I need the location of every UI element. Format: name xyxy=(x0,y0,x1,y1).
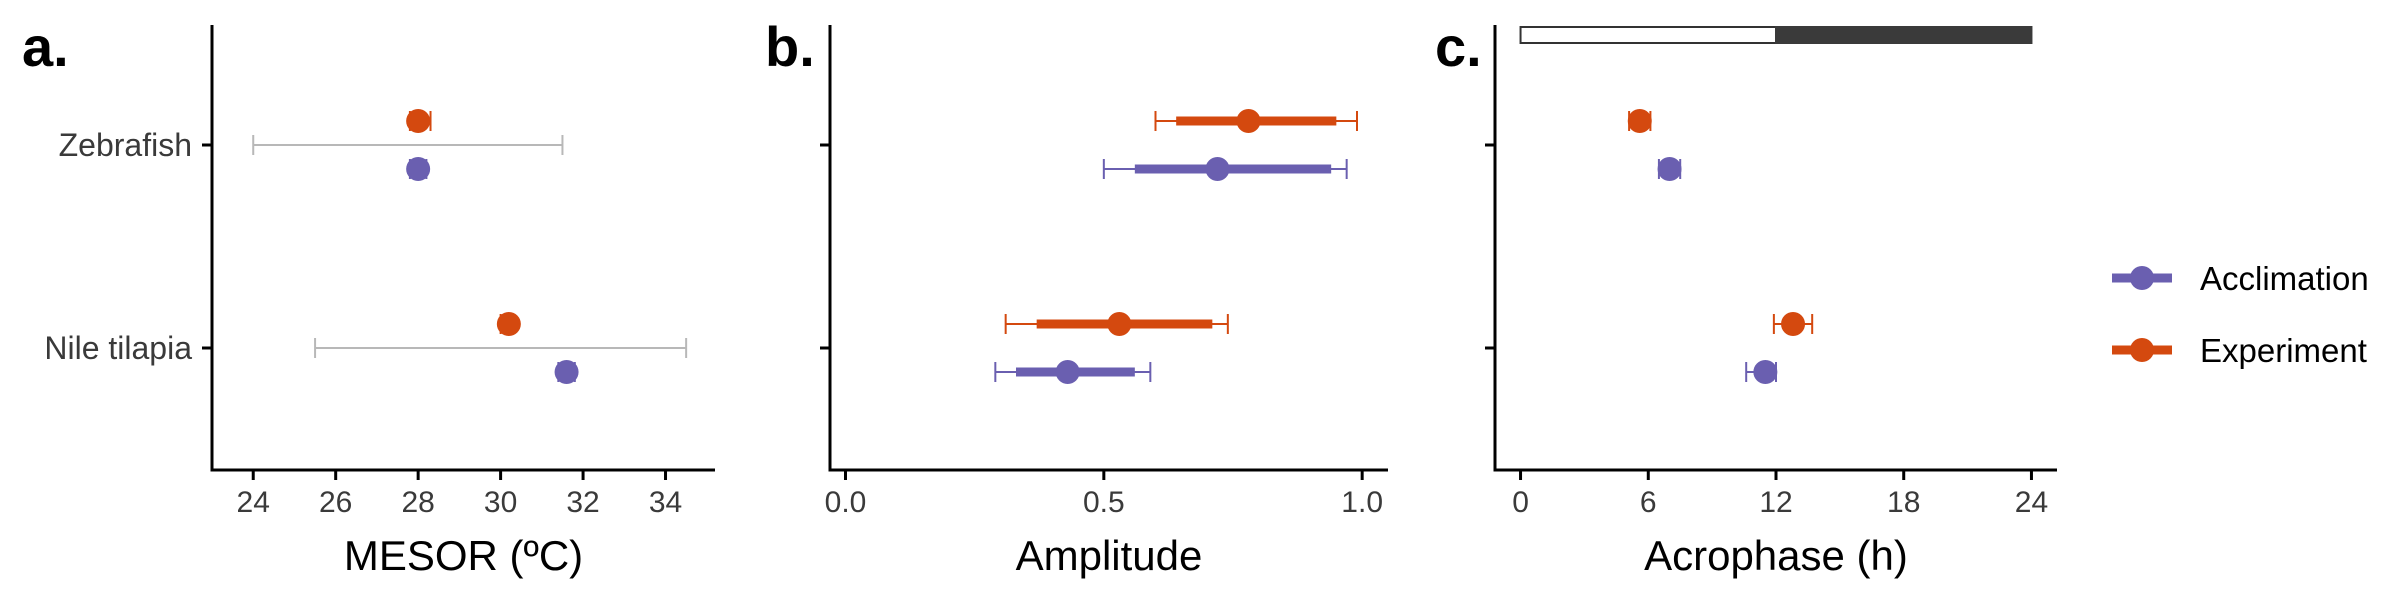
data-point xyxy=(1205,157,1230,181)
legend: Acclimation Experiment xyxy=(2112,260,2369,369)
panel-letter: a. xyxy=(22,15,69,78)
panel-letter: c. xyxy=(1435,15,1482,78)
legend-label: Experiment xyxy=(2200,332,2367,369)
data-point xyxy=(1781,312,1806,336)
x-axis-title: MESOR (ºC) xyxy=(344,532,583,579)
x-tick-label: 0.5 xyxy=(1083,486,1125,519)
data-point xyxy=(1236,109,1261,133)
x-axis-title: Amplitude xyxy=(1016,532,1203,579)
category-label: Zebrafish xyxy=(59,127,192,163)
x-tick-label: 0.0 xyxy=(825,486,867,519)
category-label: Nile tilapia xyxy=(44,330,192,366)
panel-letter: b. xyxy=(765,15,815,78)
data-point xyxy=(496,312,521,336)
legend-label: Acclimation xyxy=(2200,260,2369,297)
data-point xyxy=(1753,360,1778,384)
x-tick-label: 26 xyxy=(319,486,352,519)
x-tick-label: 1.0 xyxy=(1341,486,1383,519)
light-period-bar xyxy=(1519,26,1777,44)
data-point xyxy=(1107,312,1132,336)
legend-key-point xyxy=(2130,338,2154,362)
data-point xyxy=(554,360,579,384)
x-tick-label: 24 xyxy=(2015,486,2048,519)
data-point xyxy=(1055,360,1080,384)
x-tick-label: 28 xyxy=(401,486,434,519)
panel-a: a. Zebrafish Nile tilapia 24 26 28 30 32 34 MESOR… xyxy=(22,15,715,579)
x-tick-label: 30 xyxy=(484,486,517,519)
panel-b: b. 0.0 0.5 1.0 Amplitude xyxy=(765,15,1388,579)
panel-c: c. 0 6 12 18 24 Acrophase (h) xyxy=(1435,15,2057,579)
data-point xyxy=(406,157,431,181)
data-point xyxy=(1627,109,1652,133)
x-tick-label: 32 xyxy=(566,486,599,519)
x-tick-label: 6 xyxy=(1640,486,1657,519)
x-tick-label: 34 xyxy=(649,486,682,519)
x-tick-label: 12 xyxy=(1759,486,1792,519)
x-tick-label: 0 xyxy=(1512,486,1529,519)
data-point xyxy=(406,109,431,133)
dark-period-bar xyxy=(1775,26,2033,44)
x-axis-title: Acrophase (h) xyxy=(1644,532,1908,579)
x-tick-label: 18 xyxy=(1887,486,1920,519)
data-point xyxy=(1657,157,1682,181)
legend-key-point xyxy=(2130,266,2154,290)
x-tick-label: 24 xyxy=(237,486,270,519)
